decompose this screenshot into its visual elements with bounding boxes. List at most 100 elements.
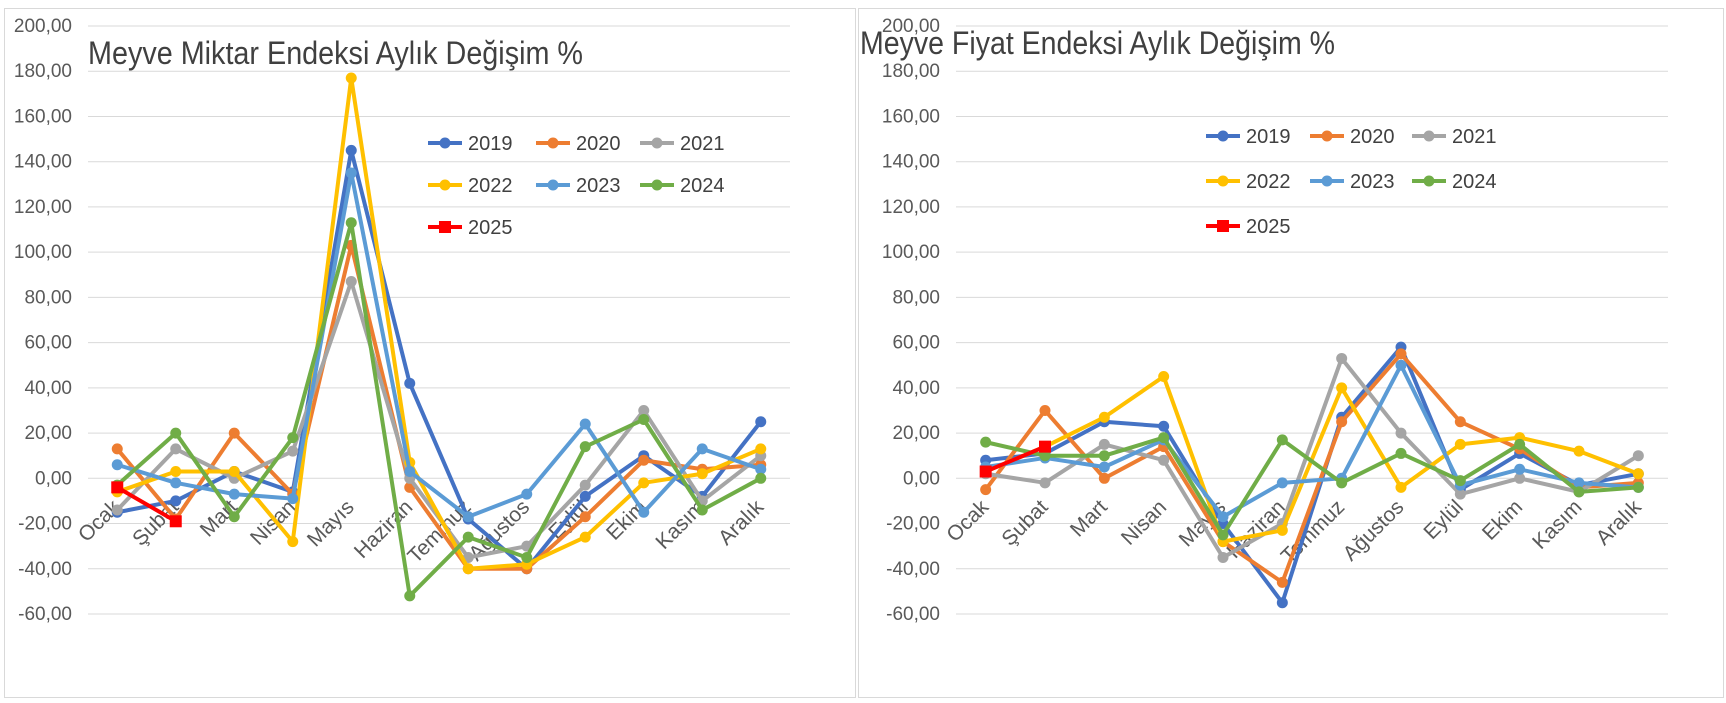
y-tick-label: 20,00	[24, 423, 72, 444]
y-tick-label: 200,00	[882, 16, 940, 37]
y-tick-label: 40,00	[892, 378, 940, 399]
legend-label: 2020	[576, 133, 621, 155]
legend-item-2020: 2020	[1310, 126, 1395, 148]
data-point-2023	[1573, 477, 1585, 489]
series-2023	[111, 167, 767, 523]
legend-item-2023: 2023	[536, 175, 621, 197]
series-2024	[111, 217, 767, 602]
y-tick-label: -60,00	[886, 604, 940, 625]
quantity-chart-panel: 200,00 180,00 160,00 140,00 120,00 100,00 80,0…	[0, 0, 858, 703]
data-point-2024	[1336, 477, 1348, 489]
data-point-2024	[287, 432, 299, 444]
series-line-2021	[985, 356, 1640, 560]
data-point-2021	[1454, 488, 1466, 500]
data-point-2023	[755, 463, 767, 475]
data-point-2023	[1276, 477, 1288, 489]
y-tick-label: -40,00	[18, 559, 72, 580]
y-tick-label: 0,00	[35, 468, 72, 489]
legend-item-2021: 2021	[640, 133, 725, 155]
legend-label: 2022	[1246, 171, 1291, 193]
data-point-2022	[287, 536, 299, 548]
y-tick-label: 100,00	[14, 242, 72, 263]
legend-item-2022: 2022	[1206, 171, 1291, 193]
y-tick-label: 60,00	[24, 333, 72, 354]
y-tick-label: 60,00	[892, 333, 940, 354]
data-point-2025	[169, 515, 182, 528]
data-point-2024	[345, 217, 357, 229]
data-point-2019	[345, 144, 357, 156]
y-tick-label: 180,00	[882, 61, 940, 82]
data-point-2021	[1395, 427, 1407, 439]
legend-marker	[1217, 220, 1229, 232]
data-point-2021	[1098, 438, 1110, 450]
legend-item-2021: 2021	[1412, 126, 1497, 148]
price-chart-panel: 200,00 180,00 160,00 140,00 120,00 100,00 80,0…	[858, 0, 1726, 703]
data-point-2022	[579, 531, 591, 543]
y-tick-label: 40,00	[24, 378, 72, 399]
legend-marker	[1321, 130, 1333, 142]
y-tick-label: 80,00	[24, 287, 72, 308]
series-line-2020	[115, 243, 761, 571]
data-point-2023	[170, 477, 182, 489]
y-tick-label: 100,00	[882, 242, 940, 263]
series-2025	[979, 440, 1051, 478]
data-point-2020	[1276, 576, 1288, 588]
data-point-2021	[1217, 551, 1229, 563]
legend-label: 2024	[1452, 171, 1497, 193]
data-point-2023	[638, 506, 650, 518]
data-point-2025	[111, 481, 124, 494]
legend-label: 2019	[1246, 126, 1291, 148]
legend-item-2019: 2019	[1206, 126, 1291, 148]
legend-marker	[1321, 175, 1333, 187]
data-point-2023	[228, 488, 240, 500]
data-point-2022	[1276, 524, 1288, 536]
data-point-2022	[755, 443, 767, 455]
data-point-2020	[980, 484, 992, 496]
legend-marker	[1423, 175, 1435, 187]
series-line-2019	[985, 345, 1639, 605]
data-point-2024	[579, 441, 591, 453]
legend-marker	[439, 179, 451, 191]
data-point-2023	[696, 443, 708, 455]
data-point-2021	[1632, 450, 1644, 462]
data-point-2023	[462, 511, 474, 523]
legend-marker	[439, 221, 451, 233]
data-point-2024	[1514, 438, 1526, 450]
data-point-2024	[638, 414, 650, 426]
data-point-2023	[1217, 511, 1229, 523]
data-point-2020	[1039, 404, 1051, 416]
legend-item-2023: 2023	[1310, 171, 1395, 193]
data-point-2024	[521, 551, 533, 563]
legend-marker	[1217, 175, 1229, 187]
data-point-2024	[1454, 475, 1466, 487]
data-point-2019	[1276, 597, 1288, 609]
data-point-2024	[1276, 434, 1288, 446]
data-point-2024	[1395, 447, 1407, 459]
data-point-2022	[1395, 481, 1407, 493]
y-tick-label: 200,00	[14, 16, 72, 37]
y-axis: 200,00 180,00 160,00 140,00 120,00 100,00 80,0…	[14, 16, 790, 625]
series-line-2024	[115, 220, 762, 598]
data-point-2019	[1158, 420, 1170, 432]
data-point-2020	[1395, 348, 1407, 360]
data-point-2022	[1454, 438, 1466, 450]
data-point-2019	[404, 377, 416, 389]
legend: 2019 2020 2021 2022 2023 2024 2025	[428, 133, 725, 239]
data-point-2024	[170, 427, 182, 439]
data-point-2020	[579, 511, 591, 523]
series-line-2023	[116, 171, 762, 519]
data-point-2022	[1336, 382, 1348, 394]
data-point-2022	[1158, 371, 1170, 383]
data-point-2021	[638, 404, 650, 416]
legend-item-2022: 2022	[428, 175, 513, 197]
series-line-2024	[985, 435, 1639, 537]
legend-marker	[547, 137, 559, 149]
data-point-2021	[170, 443, 182, 455]
data-point-2024	[1158, 432, 1170, 444]
data-point-2024	[462, 531, 474, 543]
legend-item-2024: 2024	[1412, 171, 1497, 193]
data-point-2023	[579, 418, 591, 430]
data-point-2020	[638, 454, 650, 466]
legend-marker	[1423, 130, 1435, 142]
legend-label: 2021	[680, 133, 725, 155]
